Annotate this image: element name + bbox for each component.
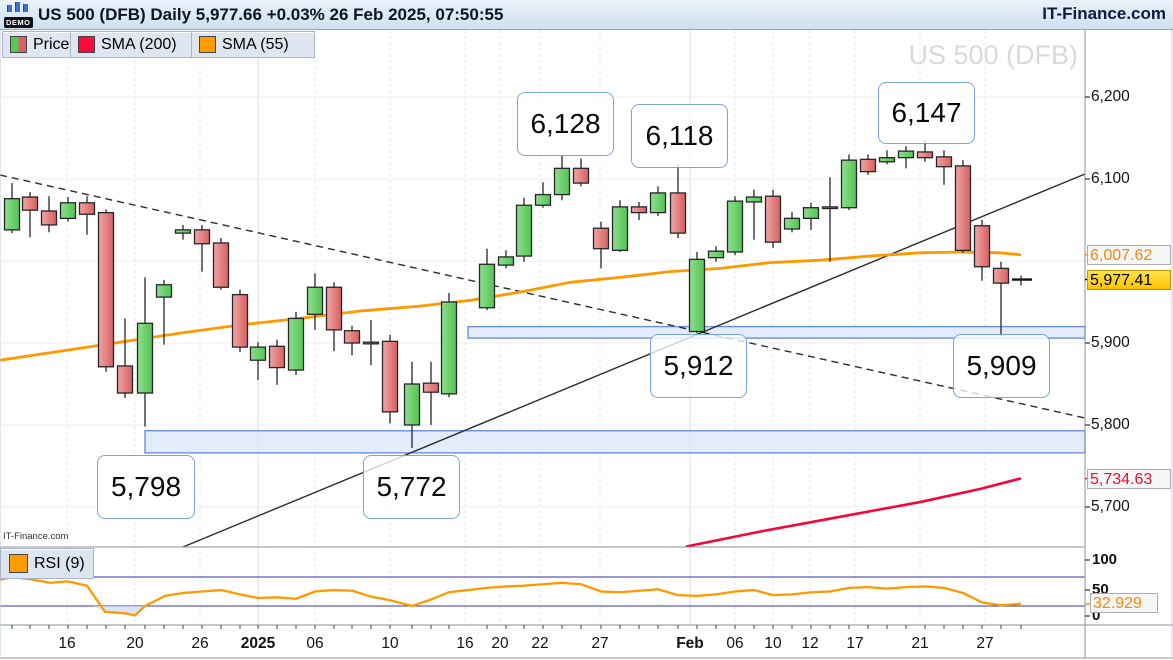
time-axis-label: 17	[846, 635, 864, 652]
price-swatch-icon	[10, 36, 27, 53]
time-axis-label: 20	[491, 635, 509, 652]
time-axis-label: Feb	[676, 635, 704, 652]
price-annotation[interactable]: 6,128	[517, 92, 614, 156]
price-annotation[interactable]: 5,798	[97, 455, 195, 519]
logo-candles-icon	[7, 2, 34, 12]
time-axis-label: 27	[976, 635, 994, 652]
legend-sma55[interactable]: SMA (55)	[191, 31, 315, 58]
chart-title: US 500 (DFB) Daily 5,977.66 +0.03% 26 Fe…	[38, 4, 504, 24]
time-axis-label: 27	[591, 635, 609, 652]
price-annotation[interactable]: 6,118	[631, 104, 728, 168]
time-axis-label: 16	[58, 635, 76, 652]
time-axis-label: 2025	[240, 635, 276, 652]
legend-sma200[interactable]: SMA (200)	[70, 31, 205, 58]
rsi-axis-label: 0	[1092, 607, 1101, 624]
time-axis-label: 10	[764, 635, 782, 652]
price-marker-last[interactable]: 5,977.41	[1087, 269, 1171, 290]
legend-rsi[interactable]: RSI (9)	[0, 548, 94, 579]
time-axis-label: 21	[911, 635, 929, 652]
time-axis-label: 20	[126, 635, 144, 652]
time-axis-label: 16	[456, 635, 474, 652]
price-axis-label: 5,700	[1091, 498, 1130, 515]
legend-price-label: Price	[33, 35, 70, 53]
time-axis-label: 06	[726, 635, 744, 652]
price-marker-sma200[interactable]: 5,734.63	[1087, 468, 1171, 489]
legend-sma200-label: SMA (200)	[101, 35, 177, 53]
sma200-swatch-icon	[78, 36, 95, 53]
price-annotation[interactable]: 6,147	[878, 82, 975, 144]
watermark: US 500 (DFB)	[908, 40, 1078, 70]
brand-link[interactable]: IT-Finance.com	[1042, 4, 1166, 23]
legend-rsi-label: RSI (9)	[34, 554, 85, 572]
time-axis-label: 12	[801, 635, 819, 652]
price-annotation[interactable]: 5,909	[953, 334, 1050, 398]
price-annotation[interactable]: 5,772	[363, 455, 460, 519]
rsi-current-value[interactable]: 32.929	[1090, 593, 1158, 613]
time-axis-label: 22	[531, 635, 549, 652]
price-annotation[interactable]: 5,912	[650, 334, 747, 398]
sma55-swatch-icon	[199, 36, 216, 53]
title-bar: DEMO US 500 (DFB) Daily 5,977.66 +0.03% …	[0, 0, 1173, 30]
price-marker-sma55[interactable]: 6,007.62	[1087, 244, 1171, 265]
time-axis-label: 10	[381, 635, 399, 652]
demo-badge: DEMO	[4, 17, 33, 28]
broker-logo[interactable]: DEMO	[4, 2, 34, 28]
legend-sma55-label: SMA (55)	[222, 35, 289, 53]
time-axis-label: 06	[306, 635, 324, 652]
price-axis-label: 6,200	[1091, 88, 1130, 105]
price-axis-label: 6,100	[1091, 170, 1130, 187]
rsi-axis-label: 100	[1092, 551, 1118, 568]
price-axis-label: 5,800	[1091, 416, 1130, 433]
price-axis-label: 5,900	[1091, 334, 1130, 351]
watermark-footnote: IT-Finance.com	[3, 531, 69, 542]
rsi-swatch-icon	[9, 554, 28, 573]
time-axis-label: 26	[191, 635, 209, 652]
